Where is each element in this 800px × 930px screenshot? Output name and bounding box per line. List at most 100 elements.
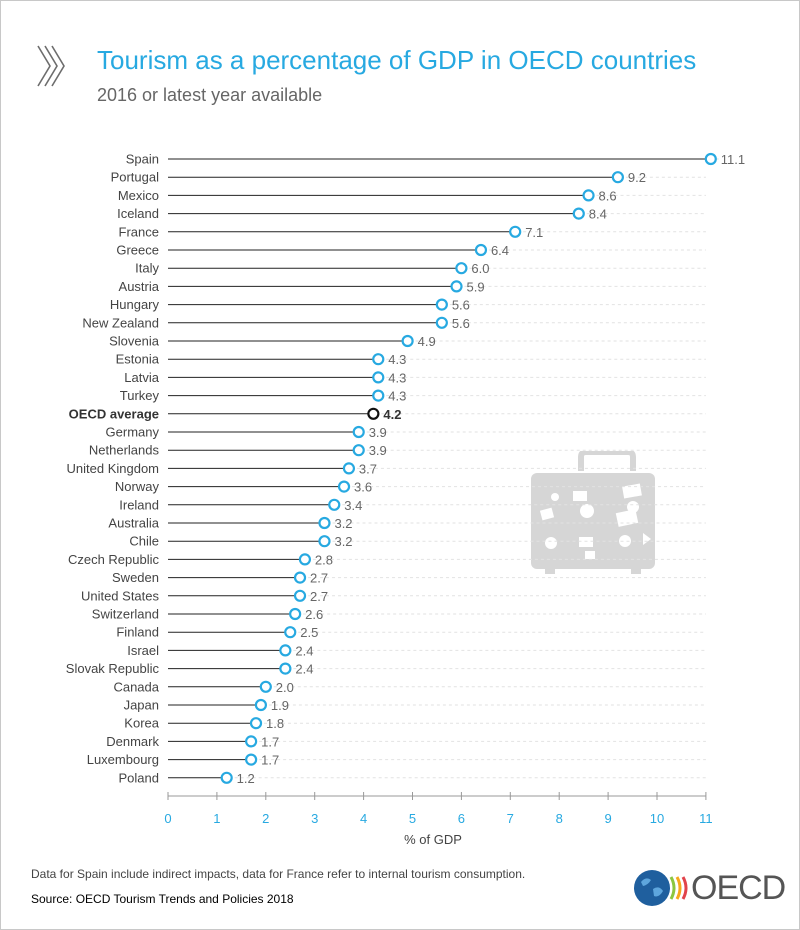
- data-point: [509, 225, 522, 238]
- data-point: [220, 771, 233, 784]
- chart-subtitle: 2016 or latest year available: [97, 85, 323, 105]
- data-label: 6.0: [471, 261, 489, 276]
- data-point: [328, 498, 341, 511]
- x-axis-label: % of GDP: [404, 832, 462, 847]
- data-label: 4.2: [383, 407, 401, 422]
- category-label: Netherlands: [89, 443, 160, 458]
- x-tick-label: 6: [458, 811, 465, 826]
- data-label: 4.9: [418, 334, 436, 349]
- x-tick-label: 1: [213, 811, 220, 826]
- category-label: Switzerland: [92, 607, 159, 622]
- data-point: [298, 553, 312, 566]
- category-label: Czech Republic: [68, 552, 160, 567]
- data-label: 7.1: [525, 225, 543, 240]
- category-label: Austria: [119, 279, 160, 294]
- category-label: Finland: [116, 625, 159, 640]
- data-label: 1.2: [237, 771, 255, 786]
- data-label: 5.9: [467, 279, 485, 294]
- oecd-logo: OECD: [633, 867, 786, 909]
- data-label: 1.8: [266, 716, 284, 731]
- category-label: Germany: [106, 425, 160, 440]
- category-label: OECD average: [69, 406, 159, 421]
- data-point: [284, 626, 297, 639]
- x-tick-label: 10: [650, 811, 664, 826]
- x-tick-label: 9: [604, 811, 611, 826]
- category-label: France: [119, 224, 159, 239]
- data-label: 4.3: [388, 389, 406, 404]
- data-label: 4.3: [388, 352, 406, 367]
- double-chevron-icon: [37, 45, 65, 87]
- data-label: 3.4: [344, 498, 362, 513]
- data-label: 3.2: [334, 516, 352, 531]
- category-label: Sweden: [112, 570, 159, 585]
- data-label: 8.6: [599, 188, 617, 203]
- data-point: [435, 298, 448, 311]
- x-tick-label: 7: [507, 811, 514, 826]
- data-label: 4.3: [388, 370, 406, 385]
- data-point: [611, 171, 624, 184]
- category-label: Mexico: [118, 188, 159, 203]
- data-point: [372, 353, 385, 366]
- data-label: 1.9: [271, 698, 289, 713]
- data-point: [367, 407, 380, 420]
- suitcase-icon: [531, 451, 655, 574]
- data-point: [249, 717, 263, 730]
- data-label: 3.9: [369, 443, 387, 458]
- category-label: Hungary: [110, 297, 160, 312]
- data-point: [582, 189, 595, 202]
- x-tick-label: 2: [262, 811, 269, 826]
- data-label: 2.5: [300, 625, 318, 640]
- category-label: Spain: [126, 152, 159, 167]
- data-label: 2.8: [315, 552, 333, 567]
- category-label: Korea: [124, 716, 159, 731]
- data-point: [254, 698, 268, 712]
- data-point: [352, 444, 365, 457]
- data-label: 2.7: [310, 571, 328, 586]
- x-tick-label: 5: [409, 811, 416, 826]
- data-point: [289, 607, 302, 621]
- category-label: Australia: [108, 516, 159, 531]
- data-point: [259, 680, 272, 693]
- category-label: New Zealand: [82, 315, 159, 330]
- category-label: Italy: [135, 261, 159, 276]
- data-point: [342, 462, 356, 475]
- category-label: Slovenia: [109, 334, 160, 349]
- category-label: Greece: [116, 243, 159, 258]
- x-tick-label: 4: [360, 811, 367, 826]
- data-point: [352, 425, 365, 439]
- data-label: 9.2: [628, 170, 646, 185]
- data-point: [704, 152, 717, 166]
- data-point: [293, 571, 307, 584]
- category-label: United States: [81, 588, 160, 603]
- category-label: Norway: [115, 479, 160, 494]
- data-point: [318, 535, 331, 548]
- source-note: Source: OECD Tourism Trends and Policies…: [31, 892, 294, 906]
- data-point: [372, 371, 385, 384]
- data-point: [293, 589, 307, 602]
- category-label: Turkey: [120, 388, 160, 403]
- category-label: Ireland: [119, 497, 159, 512]
- category-label: Estonia: [116, 352, 160, 367]
- data-point: [318, 516, 331, 530]
- x-tick-label: 11: [699, 811, 713, 826]
- data-point: [372, 389, 385, 402]
- category-label: Latvia: [124, 370, 159, 385]
- chart-title: Tourism as a percentage of GDP in OECD c…: [97, 45, 697, 75]
- x-tick-label: 8: [556, 811, 563, 826]
- data-label: 5.6: [452, 298, 470, 313]
- data-label: 6.4: [491, 243, 509, 258]
- data-label: 2.0: [276, 680, 294, 695]
- category-label: Portugal: [111, 170, 160, 185]
- data-label: 2.6: [305, 607, 323, 622]
- category-label: Japan: [124, 698, 159, 713]
- data-point: [337, 480, 351, 493]
- data-point: [401, 334, 414, 348]
- data-label: 2.4: [295, 643, 313, 658]
- data-label: 3.6: [354, 480, 372, 495]
- footnote: Data for Spain include indirect impacts,…: [31, 867, 526, 881]
- category-label: Denmark: [106, 734, 159, 749]
- data-label: 3.7: [359, 461, 377, 476]
- data-point: [455, 262, 468, 275]
- data-label: 11.1: [721, 152, 745, 167]
